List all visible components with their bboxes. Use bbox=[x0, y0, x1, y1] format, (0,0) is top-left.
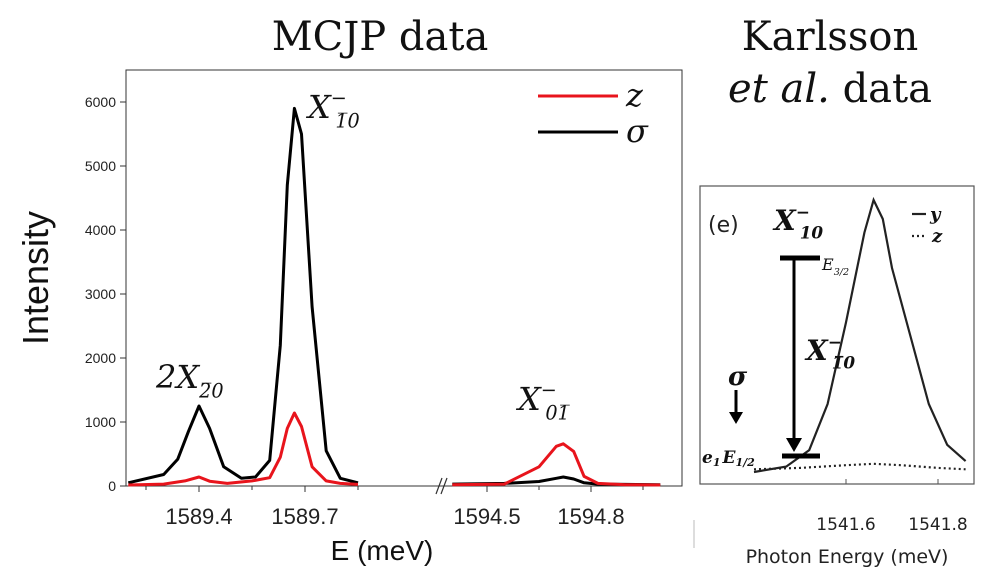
main-legend: zσ bbox=[538, 76, 649, 150]
y-tick-label: 2000 bbox=[85, 350, 116, 366]
series-line-sigma-0 bbox=[127, 106, 359, 485]
polarization-sigma: σ bbox=[728, 362, 748, 392]
inset-series-y bbox=[753, 196, 967, 474]
y-tick-label: 1000 bbox=[85, 414, 116, 430]
inset-x-tick-label: 1541.6 bbox=[816, 515, 875, 535]
inset-x-tick-label: 1541.8 bbox=[908, 515, 967, 535]
transition-label: X− 1̅0 bbox=[804, 332, 855, 372]
x-tick-label: 1594.8 bbox=[557, 504, 624, 529]
main-axes: 0 1000 2000 3000 4000 5000 6000 1589.4 1589.7 159… bbox=[85, 69, 683, 529]
inset-legend-label-y: y bbox=[929, 204, 942, 225]
peak-annotation-x01: X− 01̅ bbox=[515, 379, 570, 425]
inset-frame bbox=[699, 185, 975, 485]
plot-frame bbox=[125, 69, 683, 487]
upper-level-label: E3/2 bbox=[821, 255, 849, 278]
inset-panel-label: (e) bbox=[708, 213, 739, 238]
y-tick-label: 5000 bbox=[85, 158, 116, 174]
x-tick-label: 1594.5 bbox=[453, 504, 520, 529]
peak-annotation-2x20: 2X2̅0 bbox=[155, 358, 224, 403]
legend-label-z: z bbox=[625, 76, 644, 114]
inset-series-z bbox=[753, 462, 966, 471]
x-tick-label: 1589.7 bbox=[271, 504, 338, 529]
y-tick-label: 0 bbox=[108, 478, 116, 494]
main-series-group bbox=[127, 106, 661, 487]
axis-break-mark bbox=[440, 477, 448, 495]
y-tick-label: 6000 bbox=[85, 94, 116, 110]
series-line-z-1 bbox=[452, 442, 661, 487]
lower-level-label: e1 E1/2 bbox=[702, 448, 755, 469]
main-annotations: 2X2̅0 X− 1̅0 X− 01̅ bbox=[155, 87, 570, 425]
y-tick-label: 3000 bbox=[85, 286, 116, 302]
inset-x-axis-label: Photon Energy (meV) bbox=[746, 546, 949, 568]
main-chart-title: MCJP data bbox=[271, 14, 489, 60]
karlsson-title-line1: Karlsson bbox=[741, 14, 919, 60]
polarization-arrow-head bbox=[729, 412, 743, 424]
x-tick-label: 1589.4 bbox=[165, 504, 232, 529]
peak-annotation-x10: X− 1̅0 bbox=[305, 87, 360, 133]
karlsson-title-line2: et al. data bbox=[700, 66, 960, 112]
y-axis-label: Intensity bbox=[15, 211, 56, 345]
level-top-state: X− 10 bbox=[772, 202, 823, 242]
x-axis-label: E (meV) bbox=[331, 535, 434, 566]
y-tick-label: 4000 bbox=[85, 222, 116, 238]
series-line-z-0 bbox=[128, 411, 359, 487]
inset-panel: 1541.6 1541.8 Photon Energy (meV) yz (e) X− 10… bbox=[693, 185, 975, 568]
transition-arrow-head bbox=[786, 438, 802, 452]
axis-break-mark bbox=[435, 477, 443, 495]
karlsson-etal: et al. bbox=[728, 66, 830, 112]
legend-label-sigma: σ bbox=[626, 112, 649, 150]
karlsson-data-word: data bbox=[842, 66, 932, 112]
inset-legend-label-z: z bbox=[931, 226, 943, 247]
